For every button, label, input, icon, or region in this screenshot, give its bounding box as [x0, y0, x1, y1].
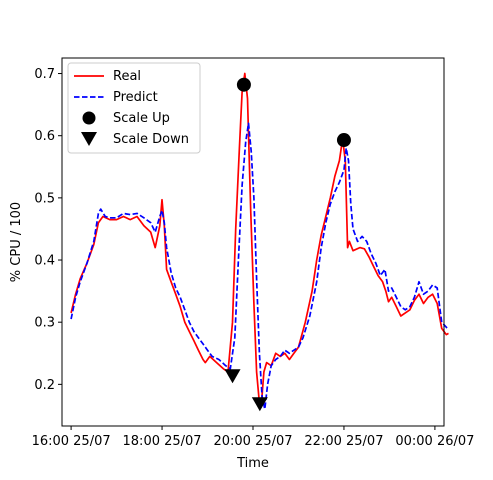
x-axis-label: Time	[236, 456, 269, 471]
legend-label-scale-down: Scale Down	[113, 132, 189, 147]
predict-series-line	[70, 122, 450, 411]
y-axis: 0.2 0.3 0.4 0.5 0.6 0.7	[34, 67, 62, 393]
legend-label-predict: Predict	[113, 90, 158, 105]
legend-label-real: Real	[113, 69, 141, 84]
legend-swatch-scale-down	[81, 132, 97, 146]
y-tick-label: 0.5	[34, 191, 55, 206]
scale-up-marker	[336, 133, 351, 148]
legend-label-scale-up: Scale Up	[113, 111, 170, 126]
x-tick-label: 22:00 25/07	[304, 434, 383, 449]
x-tick-label: 16:00 25/07	[32, 434, 111, 449]
y-tick-label: 0.6	[34, 129, 55, 144]
x-tick-label: 20:00 25/07	[213, 434, 292, 449]
x-tick-label: 18:00 25/07	[123, 434, 202, 449]
plot-lines	[70, 72, 450, 411]
legend-box	[67, 62, 201, 154]
y-tick-label: 0.2	[34, 378, 55, 393]
y-axis-label: % CPU / 100	[9, 202, 24, 282]
y-tick-label: 0.4	[34, 254, 55, 269]
y-tick-label: 0.7	[34, 67, 55, 82]
scale-down-marker	[224, 369, 241, 384]
y-tick-label: 0.3	[34, 316, 55, 331]
markers	[224, 77, 351, 412]
x-tick-label: 00:00 26/07	[395, 434, 474, 449]
real-series-line	[70, 72, 449, 407]
legend: Real Predict Scale Up Scale Down	[67, 62, 201, 154]
x-axis: 16:00 25/07 18:00 25/07 20:00 25/07 22:00 2…	[32, 426, 474, 449]
legend-swatch-scale-up	[82, 111, 96, 125]
scale-up-marker	[236, 77, 251, 92]
scale-down-marker	[251, 397, 268, 412]
